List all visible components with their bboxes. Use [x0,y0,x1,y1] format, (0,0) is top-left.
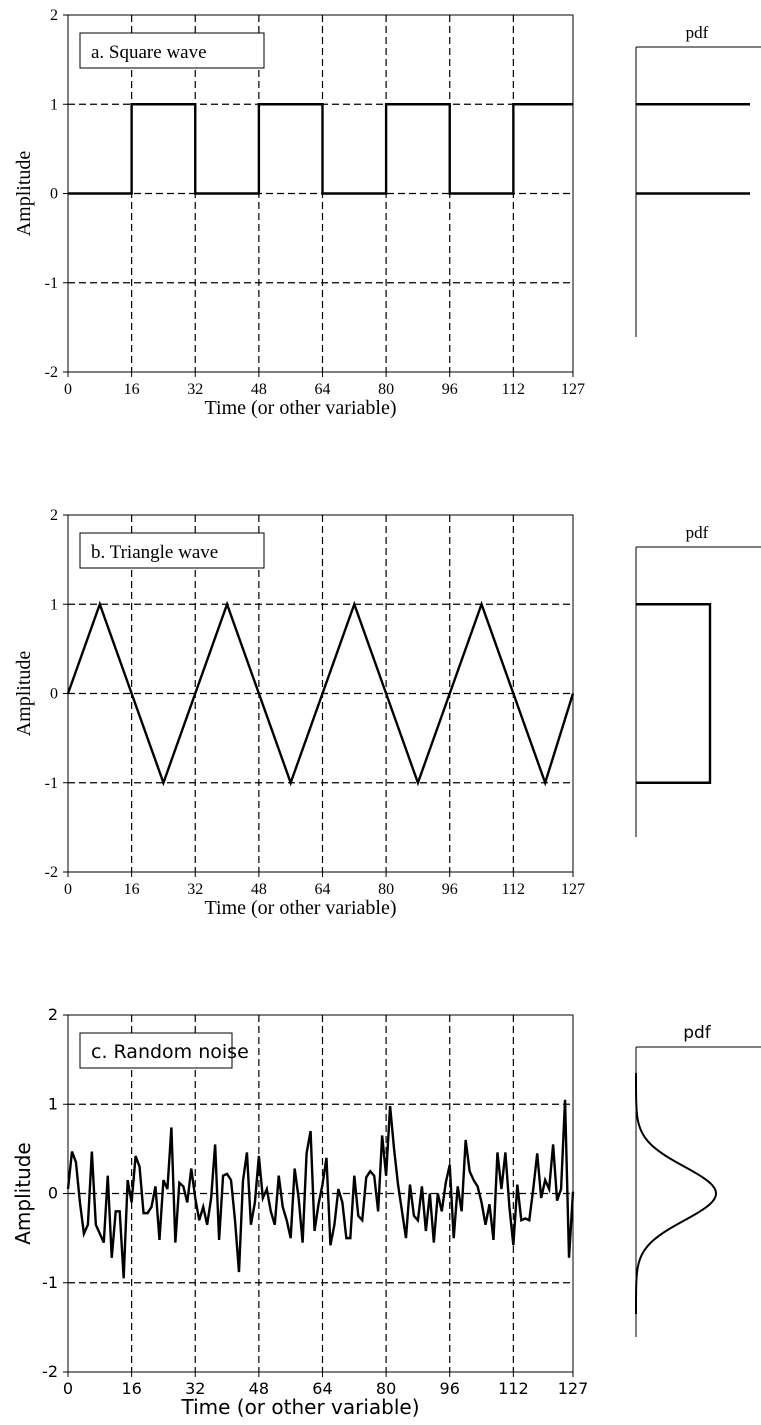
x-tick-label: 127 [561,881,585,898]
y-tick-label: 1 [48,1094,58,1113]
y-tick-label: 2 [50,507,58,524]
y-tick-label: 0 [48,1184,58,1203]
x-tick-label: 0 [64,881,72,898]
pdf-gaussian-curve [635,1073,718,1314]
y-tick-label: -1 [42,1273,58,1292]
x-tick-label: 64 [312,1379,332,1398]
title-box [79,532,265,569]
x-tick-label: 80 [376,1379,396,1398]
chart-title: b. Triangle wave [91,542,218,563]
pdf-panel-3: pdf [635,1023,761,1337]
x-tick-label: 32 [187,881,203,898]
data-series-line [68,103,573,195]
x-tick-label: 32 [187,381,203,398]
y-tick-label: 2 [50,7,58,24]
x-tick-label: 48 [249,1379,269,1398]
y-tick-label: 0 [50,686,58,703]
x-tick-label: 48 [251,881,267,898]
y-tick-label: 1 [50,96,58,113]
x-tick-label: 0 [63,1379,73,1398]
x-tick-label: 16 [121,1379,141,1398]
x-tick-label: 96 [442,881,458,898]
x-tick-label: 96 [442,381,458,398]
x-tick-label: 64 [314,881,330,898]
y-tick-label: -2 [42,1362,58,1381]
data-series-line [66,600,575,787]
chart-panel-3: 0 16 32 48 64 80 96 112 127 -2 -1 0 1 2 Time (or other… [11,1005,761,1419]
title-box [79,1032,233,1069]
y-axis-label: Amplitude [13,651,35,737]
y-tick-label: 0 [50,186,58,203]
x-tick-label: 127 [561,381,585,398]
chart-title: c. Random noise [91,1041,249,1063]
pdf-panel-2: pdf [635,523,761,837]
x-tick-label: 127 [558,1379,589,1398]
x-tick-label: 48 [251,381,267,398]
x-tick-label: 16 [124,881,140,898]
x-tick-label: 96 [440,1379,460,1398]
y-tick-label: -2 [45,364,58,381]
pdf-title: pdf [686,23,709,42]
pdf-title: pdf [683,1023,712,1043]
x-axis-label: Time (or other variable) [180,1395,419,1419]
y-tick-label: -1 [45,775,58,792]
x-tick-label: 80 [378,381,394,398]
chart-panel-2: 0 16 32 48 64 80 96 112 127 -2 -1 0 1 2 Time (or other… [13,507,761,919]
x-tick-label: 0 [64,381,72,398]
x-tick-label: 112 [502,381,525,398]
y-tick-label: 2 [48,1005,58,1024]
y-tick-label: 1 [50,596,58,613]
chart-panel-1: 0 16 32 48 64 80 96 112 127 -2 -1 0 1 2 Time (or other… [13,7,761,419]
x-tick-label: 64 [314,381,330,398]
x-tick-label: 112 [498,1379,529,1398]
x-axis-label: Time (or other variable) [205,897,397,919]
y-axis-label: Amplitude [13,151,35,237]
x-axis-label: Time (or other variable) [205,397,397,419]
chart-title: a. Square wave [91,42,207,63]
pdf-panel-1: pdf [635,23,761,337]
data-series-line [66,1099,575,1279]
y-tick-label: -1 [45,275,58,292]
x-tick-label: 112 [502,881,525,898]
pdf-title: pdf [686,523,709,542]
title-box [79,32,265,69]
y-tick-label: -2 [45,864,58,881]
x-tick-label: 32 [185,1379,205,1398]
x-tick-label: 80 [378,881,394,898]
y-axis-label: Amplitude [11,1142,35,1245]
x-tick-label: 16 [124,381,140,398]
pdf-uniform-shape [636,603,712,784]
